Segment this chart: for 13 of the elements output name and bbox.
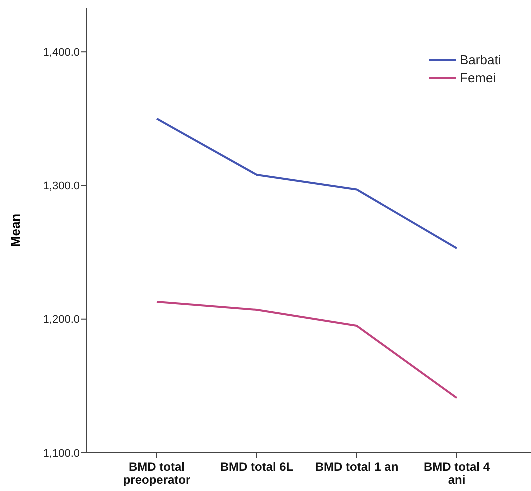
legend-label: Barbati [460,52,502,68]
x-tick-label: BMD total 4 ani [424,460,490,487]
x-tick-label: BMD total 6L [220,460,294,474]
y-axis-title: Mean [8,214,23,248]
y-tick-label: 1,100.0 [43,448,80,460]
x-tick-label: BMD total preoperator [123,460,191,487]
y-tick-label: 1,200.0 [43,314,80,326]
line-series [156,118,458,250]
y-tick-label: 1,400.0 [43,46,80,59]
legend-label: Femei [460,70,496,86]
x-tick-label: BMD total 1 an [315,460,399,474]
line-series [156,300,458,400]
y-tick-label: 1,300.0 [43,180,80,193]
